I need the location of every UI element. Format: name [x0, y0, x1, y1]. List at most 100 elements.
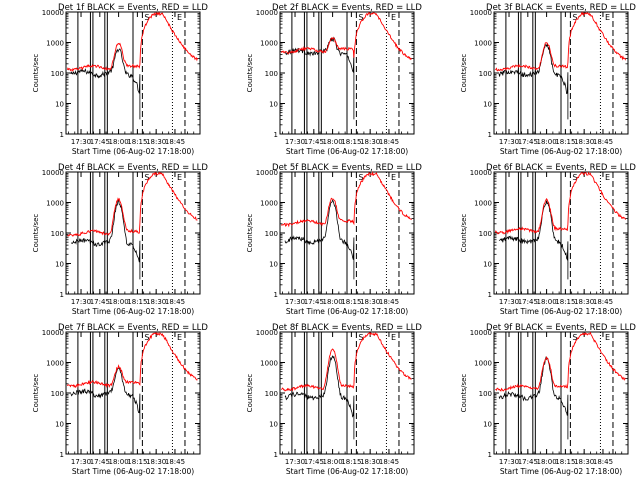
x-tick-label: 17:30	[499, 458, 519, 466]
y-tick-label: 10000	[470, 9, 492, 17]
y-tick-label: 10	[55, 101, 64, 109]
y-tick-label: 1	[60, 291, 64, 299]
detector-panel-3: Det 3f BLACK = Events, RED = LLD 1 10 100 10…	[460, 3, 636, 156]
x-tick-label: 18:00	[323, 298, 343, 306]
panel-title: Det 4f BLACK = Events, RED = LLD	[58, 163, 208, 173]
y-axis-label: Counts/sec	[32, 374, 40, 413]
y-tick-label: 10000	[470, 329, 492, 337]
detector-panel-9: Det 9f BLACK = Events, RED = LLD 1 10 100 10…	[460, 323, 636, 476]
x-tick-label: 18:30	[146, 138, 166, 146]
x-tick-label: 18:30	[360, 138, 380, 146]
y-tick-label: 10	[55, 421, 64, 429]
y-axis-label: Counts/sec	[32, 54, 40, 93]
detector-panel-1: Det 1f BLACK = Events, RED = LLD 1 10 100 10…	[32, 3, 208, 156]
x-tick-label: 17:30	[285, 298, 305, 306]
x-tick-label: 18:30	[360, 298, 380, 306]
panel-title: Det 5f BLACK = Events, RED = LLD	[272, 163, 422, 173]
y-tick-label: 1	[274, 131, 278, 139]
panel-title: Det 7f BLACK = Events, RED = LLD	[58, 323, 208, 333]
y-axis-label: Counts/sec	[460, 374, 468, 413]
series-events-line	[284, 199, 355, 280]
y-axis-label: Counts/sec	[460, 214, 468, 253]
x-tick-label: 17:30	[285, 138, 305, 146]
y-tick-label: 100	[51, 230, 64, 238]
x-tick-label: 18:45	[593, 138, 613, 146]
y-tick-label: 1000	[46, 200, 64, 208]
x-tick-label: 18:30	[574, 458, 594, 466]
x-tick-label: 18:00	[109, 458, 129, 466]
x-tick-label: 17:45	[518, 298, 538, 306]
y-tick-label: 1	[488, 451, 492, 459]
x-axis-label: Start Time (06-Aug-02 17:18:00)	[500, 467, 622, 476]
x-tick-label: 18:15	[127, 458, 147, 466]
y-tick-label: 10000	[42, 9, 64, 17]
panel-title: Det 9f BLACK = Events, RED = LLD	[486, 323, 636, 333]
x-tick-label: 18:30	[146, 298, 166, 306]
y-axis-label: Counts/sec	[460, 54, 468, 93]
series-lld-line	[67, 171, 198, 237]
detector-panel-4: Det 4f BLACK = Events, RED = LLD 1 10 100 10…	[32, 163, 208, 316]
marker-label-start: S	[358, 13, 363, 22]
y-tick-label: 1	[60, 131, 64, 139]
y-tick-label: 10	[483, 421, 492, 429]
series-lld-line	[66, 331, 198, 389]
detector-panel-8: Det 8f BLACK = Events, RED = LLD 1 10 100 10…	[246, 323, 422, 476]
marker-label-start: S	[572, 333, 577, 342]
x-tick-label: 18:00	[109, 298, 129, 306]
y-tick-label: 100	[265, 70, 278, 78]
marker-label-start: S	[572, 173, 577, 182]
x-axis-label: Start Time (06-Aug-02 17:18:00)	[286, 147, 408, 156]
y-tick-label: 10	[269, 421, 278, 429]
y-tick-label: 10000	[256, 169, 278, 177]
y-tick-label: 10000	[256, 329, 278, 337]
x-tick-label: 18:00	[109, 138, 129, 146]
series-lld-line	[280, 11, 412, 61]
y-tick-label: 10	[269, 101, 278, 109]
x-tick-label: 18:30	[360, 458, 380, 466]
x-tick-label: 18:00	[537, 458, 557, 466]
detector-panel-7: Det 7f BLACK = Events, RED = LLD 1 10 100 10…	[32, 323, 208, 476]
x-tick-label: 17:30	[71, 138, 91, 146]
x-tick-label: 18:15	[555, 458, 575, 466]
marker-label-end: E	[391, 333, 396, 342]
panel-title: Det 2f BLACK = Events, RED = LLD	[272, 3, 422, 13]
y-tick-label: 1000	[46, 360, 64, 368]
y-tick-label: 1	[488, 291, 492, 299]
series-lld-line	[66, 11, 198, 72]
x-tick-label: 17:45	[518, 458, 538, 466]
panel-title: Det 3f BLACK = Events, RED = LLD	[486, 3, 636, 13]
x-tick-label: 18:00	[537, 298, 557, 306]
marker-label-start: S	[358, 173, 363, 182]
y-tick-label: 100	[265, 230, 278, 238]
series-lld-line	[281, 331, 412, 392]
y-tick-label: 10	[269, 261, 278, 269]
marker-label-end: E	[177, 13, 182, 22]
y-tick-label: 1000	[46, 40, 64, 48]
x-tick-label: 17:45	[518, 138, 538, 146]
series-lld-line	[495, 331, 626, 392]
y-tick-label: 10000	[256, 9, 278, 17]
marker-label-end: E	[391, 173, 396, 182]
y-tick-label: 1000	[260, 360, 278, 368]
x-tick-label: 18:30	[574, 138, 594, 146]
series-events-line	[71, 199, 141, 280]
series-events-line	[284, 36, 355, 120]
x-tick-label: 18:00	[323, 138, 343, 146]
marker-label-start: S	[144, 13, 149, 22]
marker-label-start: S	[144, 173, 149, 182]
marker-label-end: E	[391, 13, 396, 22]
x-tick-label: 17:30	[285, 458, 305, 466]
x-tick-label: 18:45	[379, 298, 399, 306]
detector-panel-2: Det 2f BLACK = Events, RED = LLD 1 10 100 10…	[246, 3, 422, 156]
x-tick-label: 18:00	[537, 138, 557, 146]
y-axis-label: Counts/sec	[246, 54, 254, 93]
y-tick-label: 100	[479, 230, 492, 238]
y-tick-label: 1000	[260, 200, 278, 208]
y-tick-label: 1000	[260, 40, 278, 48]
y-tick-label: 100	[479, 70, 492, 78]
x-tick-label: 17:30	[71, 458, 91, 466]
y-tick-label: 10000	[470, 169, 492, 177]
x-tick-label: 17:45	[304, 138, 324, 146]
